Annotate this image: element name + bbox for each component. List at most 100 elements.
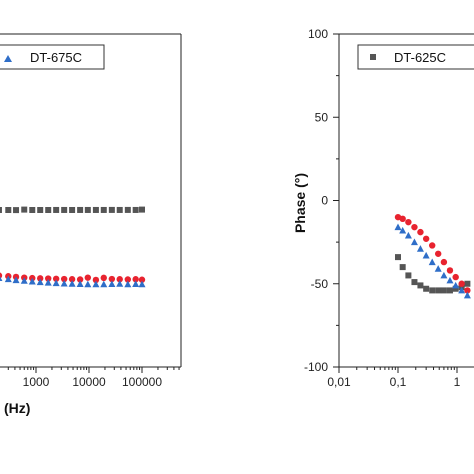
left-point-triangle: [20, 277, 28, 284]
right-point-square: [452, 285, 459, 292]
right-point-circle: [411, 223, 418, 231]
right-point-circle: [417, 228, 424, 236]
right-point-triangle: [463, 291, 471, 299]
right-point-square: [435, 287, 442, 294]
left-point-circle: [84, 274, 92, 281]
left-point-square: [29, 207, 36, 213]
left-point-square: [53, 206, 60, 213]
left-point-square: [92, 206, 99, 213]
right-point-circle: [446, 267, 454, 274]
left-legend-box: [0, 44, 105, 70]
right-point-circle: [464, 287, 471, 294]
right-point-square: [411, 279, 418, 286]
right-point-circle: [434, 250, 442, 257]
left-point-triangle: [12, 276, 20, 284]
left-x-tick-label: 100000: [122, 375, 162, 389]
left-point-triangle: [36, 278, 44, 286]
left-point-square: [13, 207, 20, 214]
left-point-circle: [116, 276, 123, 283]
left-point-square: [124, 206, 131, 213]
right-y-axis-title: Phase (°): [292, 173, 308, 233]
left-point-triangle: [108, 280, 116, 288]
right-point-triangle: [446, 276, 454, 284]
left-point-square: [116, 206, 123, 213]
right-point-triangle: [452, 281, 460, 289]
left-point-triangle: [116, 280, 124, 287]
left-point-triangle: [100, 280, 108, 288]
right-point-square: [395, 254, 401, 261]
right-point-triangle: [404, 231, 412, 239]
right-point-triangle: [410, 238, 418, 246]
left-point-circle: [36, 275, 44, 282]
right-point-circle: [440, 258, 448, 266]
left-point-square: [139, 206, 145, 213]
right-point-triangle: [422, 251, 430, 259]
right-x-tick-label: 1: [454, 375, 461, 389]
right-point-circle: [429, 242, 436, 249]
left-point-triangle: [92, 280, 100, 288]
left-point-circle: [45, 275, 52, 282]
left-point-triangle: [138, 280, 146, 288]
left-point-square: [61, 206, 68, 213]
right-point-triangle: [399, 226, 407, 234]
right-point-square: [405, 272, 412, 279]
left-point-square: [132, 206, 139, 213]
left-point-square: [100, 206, 107, 213]
left-point-triangle: [132, 280, 140, 288]
left-point-triangle: [0, 276, 3, 282]
left-legend-marker-triangle: [4, 55, 12, 62]
right-y-tick-label: -100: [304, 360, 328, 374]
left-x-axis-title: (Hz): [4, 400, 30, 416]
right-point-triangle: [434, 265, 442, 272]
left-point-square: [5, 207, 12, 213]
left-point-triangle: [68, 280, 76, 287]
left-point-triangle: [44, 279, 52, 286]
left-point-triangle: [76, 280, 84, 288]
right-point-square: [423, 285, 430, 292]
right-point-square: [440, 287, 447, 294]
left-point-circle: [0, 272, 3, 279]
right-y-tick-label: 50: [315, 110, 329, 124]
left-point-circle: [52, 275, 60, 282]
left-x-tick-label: 10000: [72, 375, 106, 389]
right-point-circle: [458, 280, 465, 287]
right-point-square: [446, 287, 453, 294]
right-point-circle: [452, 273, 459, 281]
left-point-square: [69, 207, 76, 213]
right-y-tick-label: -50: [311, 277, 329, 291]
right-legend-marker-square: [370, 54, 376, 60]
right-data-points: [394, 213, 471, 299]
right-point-square: [464, 280, 471, 287]
left-point-square: [0, 207, 2, 213]
left-point-square: [84, 206, 91, 213]
left-point-triangle: [124, 280, 132, 288]
right-point-square: [429, 287, 436, 294]
left-point-circle: [124, 276, 132, 283]
left-point-triangle: [4, 275, 12, 283]
left-point-triangle: [28, 277, 36, 285]
right-point-circle: [399, 215, 406, 223]
left-point-circle: [100, 274, 107, 282]
left-point-square: [108, 206, 115, 213]
right-point-circle: [405, 218, 412, 226]
left-data-points: [0, 206, 146, 288]
left-point-square: [45, 207, 52, 213]
right-point-triangle: [440, 271, 448, 279]
left-point-circle: [132, 276, 139, 283]
right-y-tick-label: 0: [321, 194, 328, 208]
left-point-circle: [108, 275, 116, 283]
right-point-triangle: [458, 286, 466, 294]
left-point-triangle: [60, 279, 68, 287]
right-x-tick-label: 0,01: [327, 375, 351, 389]
right-point-triangle: [394, 223, 402, 231]
right-point-triangle: [416, 245, 424, 252]
left-point-square: [37, 207, 44, 213]
left-point-circle: [68, 276, 76, 283]
left-chart-panel: 1000 10000 100000 DT-675C (Hz): [0, 33, 182, 416]
left-point-circle: [92, 276, 100, 284]
right-point-square: [399, 264, 406, 271]
right-legend-box: [357, 44, 474, 70]
right-point-triangle: [428, 258, 436, 266]
right-x-tick-label: 0,1: [390, 375, 407, 389]
